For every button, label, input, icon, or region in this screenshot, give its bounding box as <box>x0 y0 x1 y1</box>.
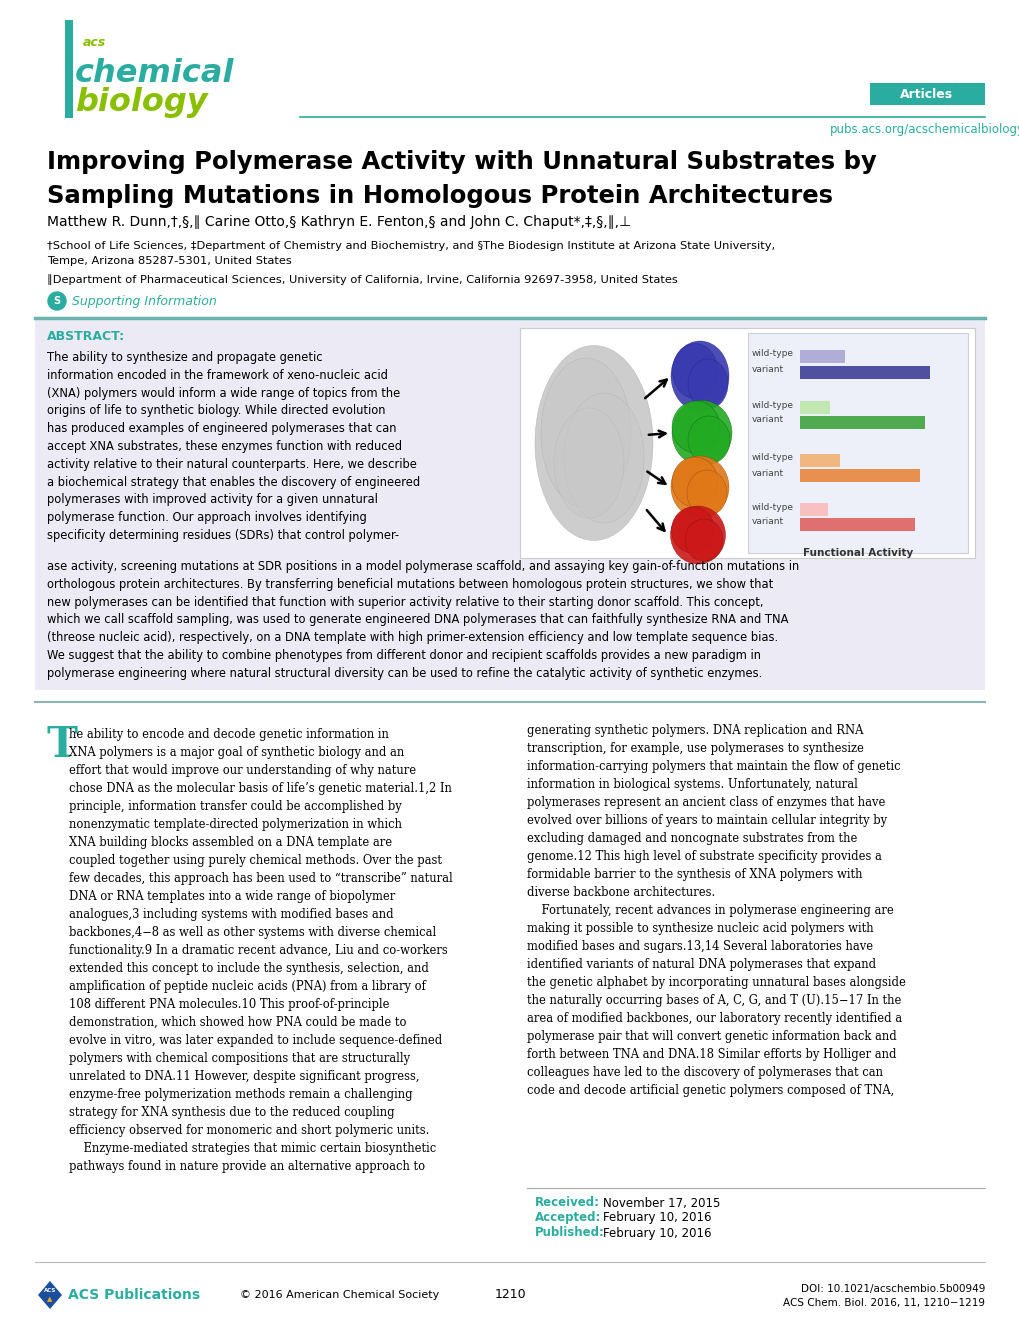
Bar <box>65 20 73 117</box>
Text: ACS Chem. Biol. 2016, 11, 1210−1219: ACS Chem. Biol. 2016, 11, 1210−1219 <box>783 1298 984 1309</box>
Ellipse shape <box>672 402 719 454</box>
Text: Articles: Articles <box>900 88 953 100</box>
Text: Received:: Received: <box>535 1197 599 1210</box>
Text: ABSTRACT:: ABSTRACT: <box>47 331 125 343</box>
Ellipse shape <box>688 416 730 464</box>
Text: Accepted:: Accepted: <box>535 1211 601 1225</box>
Text: variant: variant <box>751 468 784 478</box>
Text: acs: acs <box>83 36 106 48</box>
Text: pubs.acs.org/acschemicalbiology: pubs.acs.org/acschemicalbiology <box>828 124 1019 136</box>
Bar <box>799 416 924 430</box>
Text: wild-type: wild-type <box>751 454 793 463</box>
Polygon shape <box>38 1281 62 1309</box>
Bar <box>799 503 827 516</box>
Ellipse shape <box>687 470 727 516</box>
Text: Sampling Mutations in Homologous Protein Architectures: Sampling Mutations in Homologous Protein… <box>47 184 833 208</box>
Ellipse shape <box>540 358 631 508</box>
Bar <box>35 317 984 690</box>
Text: biology: biology <box>75 88 208 119</box>
Text: February 10, 2016: February 10, 2016 <box>602 1226 711 1239</box>
Bar <box>747 334 967 554</box>
Text: February 10, 2016: February 10, 2016 <box>602 1211 711 1225</box>
Text: chemical: chemical <box>75 57 234 88</box>
Bar <box>799 366 929 379</box>
Ellipse shape <box>672 458 717 507</box>
Ellipse shape <box>688 359 728 410</box>
Text: The ability to synthesize and propagate genetic
information encoded in the frame: The ability to synthesize and propagate … <box>47 351 420 542</box>
Text: ▲: ▲ <box>47 1297 53 1302</box>
Bar <box>799 350 844 363</box>
Bar <box>799 454 840 467</box>
Bar <box>799 518 914 531</box>
Ellipse shape <box>671 342 729 411</box>
Ellipse shape <box>564 394 643 523</box>
Text: Improving Polymerase Activity with Unnatural Substrates by: Improving Polymerase Activity with Unnat… <box>47 149 876 173</box>
Text: ∥Department of Pharmaceutical Sciences, University of California, Irvine, Califo: ∥Department of Pharmaceutical Sciences, … <box>47 275 677 285</box>
Ellipse shape <box>669 506 725 564</box>
Text: 1210: 1210 <box>493 1289 526 1302</box>
Text: ACS Publications: ACS Publications <box>68 1289 200 1302</box>
Text: T: T <box>47 724 77 766</box>
Text: variant: variant <box>751 415 784 424</box>
Text: variant: variant <box>751 366 784 375</box>
Text: generating synthetic polymers. DNA replication and RNA
transcription, for exampl: generating synthetic polymers. DNA repli… <box>527 724 905 1097</box>
Text: he ability to encode and decode genetic information in
XNA polymers is a major g: he ability to encode and decode genetic … <box>69 728 452 1173</box>
Text: ase activity, screening mutations at SDR positions in a model polymerase scaffol: ase activity, screening mutations at SDR… <box>47 560 799 680</box>
Text: Published:: Published: <box>535 1226 604 1239</box>
Text: November 17, 2015: November 17, 2015 <box>602 1197 719 1210</box>
Circle shape <box>48 292 66 309</box>
Bar <box>799 470 919 482</box>
Bar <box>869 83 984 105</box>
Text: DOI: 10.1021/acschembio.5b00949: DOI: 10.1021/acschembio.5b00949 <box>800 1285 984 1294</box>
Ellipse shape <box>535 346 652 540</box>
Text: Supporting Information: Supporting Information <box>72 295 217 308</box>
Ellipse shape <box>672 343 716 399</box>
Text: Tempe, Arizona 85287-5301, United States: Tempe, Arizona 85287-5301, United States <box>47 256 291 265</box>
Text: ACS: ACS <box>44 1289 56 1294</box>
Text: Functional Activity: Functional Activity <box>802 548 912 558</box>
Text: Matthew R. Dunn,†,§,∥ Carine Otto,§ Kathryn E. Fenton,§ and John C. Chaput*,‡,§,: Matthew R. Dunn,†,§,∥ Carine Otto,§ Kath… <box>47 215 631 229</box>
Text: S: S <box>53 296 60 305</box>
Bar <box>520 328 974 558</box>
Ellipse shape <box>671 456 729 518</box>
Ellipse shape <box>672 400 732 466</box>
Ellipse shape <box>671 507 713 554</box>
Text: wild-type: wild-type <box>751 400 793 410</box>
Ellipse shape <box>553 408 624 518</box>
Bar <box>799 402 829 414</box>
Text: wild-type: wild-type <box>751 350 793 359</box>
Text: © 2016 American Chemical Society: © 2016 American Chemical Society <box>239 1290 439 1301</box>
Text: wild-type: wild-type <box>751 503 793 511</box>
Text: variant: variant <box>751 518 784 527</box>
Text: †School of Life Sciences, ‡Department of Chemistry and Biochemistry, and §The Bi: †School of Life Sciences, ‡Department of… <box>47 241 774 251</box>
Ellipse shape <box>685 519 722 562</box>
